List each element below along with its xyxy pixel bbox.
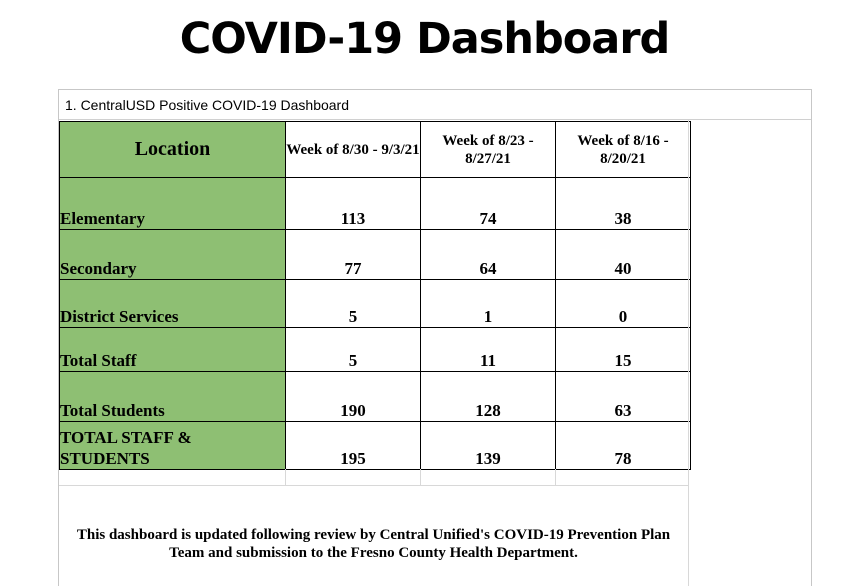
table-cell: 0 [555,279,691,328]
table-cell: 74 [420,177,556,230]
table-cell: 64 [420,229,556,280]
table-cell: 128 [420,371,556,422]
page-title: COVID-19 Dashboard [179,14,671,64]
table-cell: 40 [555,229,691,280]
table-row: Elementary 113 74 38 [59,177,691,230]
table-row: District Services 5 1 0 [59,279,691,328]
row-label-total-students: Total Students [59,371,286,422]
row-label-district-services: District Services [59,279,286,328]
column-header-location: Location [59,121,286,178]
table-cell: 11 [420,327,556,372]
table-cell: 190 [285,371,421,422]
grid-line [420,469,421,485]
row-label-secondary: Secondary [59,229,286,280]
empty-grid-row [59,469,688,486]
table-row: TOTAL STAFF & STUDENTS 195 139 78 [59,421,691,470]
dashboard-table: Location Week of 8/30 - 9/3/21 Week of 8… [59,121,691,470]
table-cell: 15 [555,327,691,372]
grid-line [688,120,689,586]
row-label-elementary: Elementary [59,177,286,230]
spreadsheet-area: 1. CentralUSD Positive COVID-19 Dashboar… [58,89,812,586]
grid-line [285,469,286,485]
table-cell: 195 [285,421,421,470]
table-row: Total Staff 5 11 15 [59,327,691,372]
table-cell: 1 [420,279,556,328]
footnote: This dashboard is updated following revi… [76,527,671,561]
table-row: Secondary 77 64 40 [59,229,691,280]
table-cell: 38 [555,177,691,230]
table-cell: 63 [555,371,691,422]
table-cell: 78 [555,421,691,470]
column-header-week-1: Week of 8/30 - 9/3/21 [285,121,421,178]
table-cell: 77 [285,229,421,280]
row-label-total-staff: Total Staff [59,327,286,372]
table-row: Total Students 190 128 63 [59,371,691,422]
table-cell: 5 [285,279,421,328]
table-cell: 139 [420,421,556,470]
table-header-row: Location Week of 8/30 - 9/3/21 Week of 8… [59,121,691,178]
table-cell: 113 [285,177,421,230]
column-header-week-3: Week of 8/16 - 8/20/21 [555,121,691,178]
grid-line [555,469,556,485]
column-header-week-2: Week of 8/23 - 8/27/21 [420,121,556,178]
table-cell: 5 [285,327,421,372]
row-label-grand-total: TOTAL STAFF & STUDENTS [59,421,286,470]
sheet-caption: 1. CentralUSD Positive COVID-19 Dashboar… [59,90,811,120]
